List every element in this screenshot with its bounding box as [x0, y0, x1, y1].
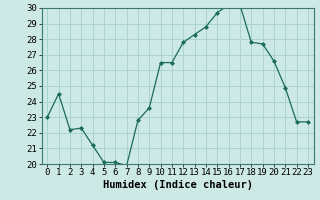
- X-axis label: Humidex (Indice chaleur): Humidex (Indice chaleur): [103, 180, 252, 190]
